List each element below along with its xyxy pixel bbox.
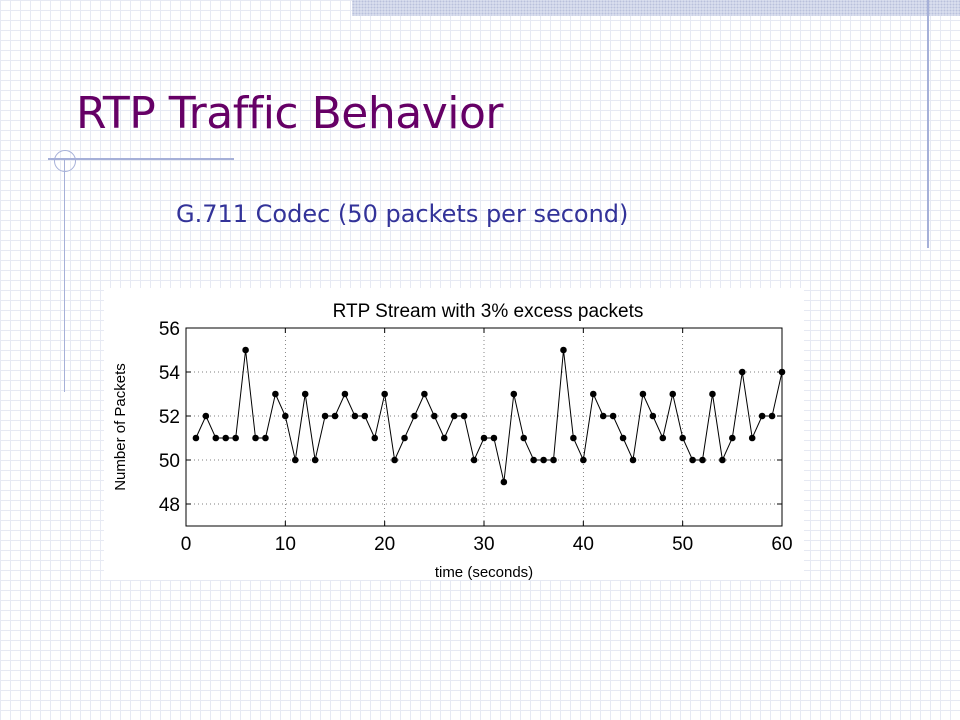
data-point (262, 434, 269, 442)
y-tick-label: 48 (159, 495, 180, 516)
x-tick-label: 10 (275, 534, 296, 555)
data-point (580, 456, 587, 464)
data-point (719, 456, 726, 464)
data-point (311, 456, 319, 464)
data-point (560, 346, 567, 354)
data-point (649, 412, 657, 420)
tick-layer: 0 10 20 30 40 50 60 48 50 52 54 56 (159, 319, 793, 555)
series-line (195, 349, 783, 483)
data-point (331, 412, 339, 420)
data-point (709, 390, 716, 398)
data-point (391, 456, 398, 464)
data-point (599, 412, 607, 420)
data-point (550, 456, 557, 464)
data-point (341, 390, 349, 398)
x-tick-label: 40 (573, 534, 594, 555)
data-point (192, 434, 200, 442)
data-point (301, 390, 309, 398)
data-point (729, 434, 736, 442)
data-point (500, 478, 508, 486)
data-point (589, 390, 597, 398)
data-point (639, 390, 647, 398)
x-tick-label: 20 (374, 534, 395, 555)
data-point (252, 434, 259, 442)
x-axis-label: time (seconds) (435, 564, 533, 580)
title-underline (48, 158, 234, 160)
data-point (321, 412, 329, 420)
data-point (440, 434, 448, 442)
data-point (272, 390, 279, 398)
data-point (401, 434, 408, 442)
data-point (659, 434, 667, 442)
data-point (699, 456, 706, 464)
grid-layer (186, 328, 782, 526)
data-point (629, 456, 637, 464)
data-point (242, 346, 249, 354)
data-point (748, 434, 756, 442)
y-tick-label: 50 (159, 451, 180, 472)
data-point (738, 368, 746, 376)
circle-decoration (54, 150, 76, 172)
y-axis-label: Number of Packets (112, 363, 129, 491)
x-tick-label: 30 (473, 534, 494, 555)
data-point (421, 390, 428, 398)
data-point (520, 434, 528, 442)
data-point (490, 434, 498, 442)
data-point (361, 412, 369, 420)
data-point (609, 412, 617, 420)
data-point (450, 412, 458, 420)
data-point (351, 412, 359, 420)
data-point (282, 412, 289, 420)
data-point (371, 434, 379, 442)
data-point (202, 412, 210, 420)
data-point (530, 456, 537, 464)
data-point (381, 390, 388, 398)
data-point (768, 412, 776, 420)
x-tick-label: 50 (672, 534, 693, 555)
data-point (470, 456, 478, 464)
data-point (758, 412, 766, 420)
data-point (212, 434, 220, 442)
slide-subtitle: G.711 Codec (50 packets per second) (176, 200, 629, 228)
series-layer (192, 346, 786, 486)
data-point (689, 456, 696, 464)
data-point (619, 434, 627, 442)
data-point (679, 434, 686, 442)
slide-title: RTP Traffic Behavior (76, 88, 504, 139)
line-chart: RTP Stream with 3% excess packets 0 10 20 3… (112, 301, 793, 580)
chart-title: RTP Stream with 3% excess packets (333, 301, 644, 322)
data-point (570, 434, 577, 442)
y-tick-label: 54 (159, 363, 181, 384)
data-point (222, 434, 230, 442)
right-decorative-line (927, 0, 929, 248)
data-point (540, 456, 547, 464)
x-tick-label: 0 (181, 534, 192, 555)
left-decorative-line (64, 160, 65, 392)
data-point (510, 390, 518, 398)
data-point (460, 412, 468, 420)
y-tick-label: 56 (159, 319, 180, 340)
data-point (411, 412, 418, 420)
data-point (291, 456, 299, 464)
x-tick-label: 60 (771, 534, 792, 555)
chart-panel: RTP Stream with 3% excess packets 0 10 20 3… (104, 288, 804, 580)
top-decorative-band (352, 0, 960, 16)
data-point (480, 434, 488, 442)
data-point (232, 434, 239, 442)
data-point (431, 412, 438, 420)
data-point (669, 390, 677, 398)
y-tick-label: 52 (159, 407, 180, 428)
